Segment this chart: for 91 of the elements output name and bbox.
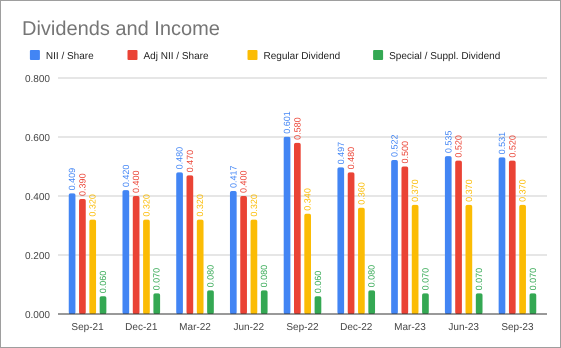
data-label: 0.080 [259, 264, 270, 288]
bar [412, 204, 418, 314]
data-label: 0.320 [141, 194, 152, 217]
data-label: 0.420 [120, 164, 131, 188]
data-label: 0.580 [292, 117, 302, 140]
data-label: 0.340 [302, 188, 313, 211]
bar [89, 220, 96, 314]
bar [422, 293, 429, 314]
bar [240, 196, 247, 314]
x-tick-label: Sep-23 [501, 322, 534, 333]
x-tick-label: Mar-22 [179, 322, 212, 333]
bar [314, 296, 322, 314]
data-label: 0.370 [518, 179, 528, 202]
legend-label: Adj NII / Share [144, 51, 209, 62]
x-tick-label: Dec-22 [340, 322, 373, 333]
x-tick-label: Jun-22 [233, 322, 264, 333]
legend-label: Special / Suppl. Dividend [389, 51, 500, 62]
data-label: 0.400 [131, 170, 142, 193]
bar [476, 293, 483, 314]
bar [337, 167, 344, 314]
data-label: 0.535 [443, 130, 454, 154]
bar [68, 193, 76, 314]
y-tick-label: 0.000 [24, 310, 50, 321]
bar [230, 190, 237, 314]
data-label: 0.070 [152, 268, 162, 290]
bar [294, 142, 301, 314]
data-label: 0.320 [88, 194, 98, 217]
data-label: 0.360 [356, 182, 366, 205]
bar [100, 296, 106, 314]
data-label: 0.500 [400, 140, 410, 164]
bar [530, 293, 536, 314]
bar [176, 172, 183, 314]
bar [508, 160, 516, 314]
bar [79, 198, 86, 314]
bar [284, 136, 290, 314]
bar [401, 166, 408, 314]
data-label: 0.480 [174, 146, 185, 170]
bar [368, 290, 376, 314]
data-label: 0.470 [184, 150, 195, 172]
legend-label: NII / Share [46, 51, 94, 62]
y-tick-label: 0.400 [24, 192, 50, 203]
x-tick-label: Sep-22 [286, 322, 320, 333]
bar [250, 220, 258, 314]
data-label: 0.497 [336, 142, 346, 164]
data-label: 0.520 [454, 135, 464, 158]
bar [143, 220, 150, 314]
bar [153, 293, 160, 314]
bar [132, 196, 140, 314]
bar [498, 157, 506, 314]
chart-title: Dividends and Income [22, 18, 220, 40]
bar [207, 290, 214, 314]
data-label: 0.060 [312, 270, 323, 294]
x-tick-label: Dec-21 [125, 322, 158, 333]
bar [186, 175, 194, 314]
data-label: 0.409 [67, 168, 78, 190]
bar [358, 208, 365, 314]
y-tick-label: 0.600 [24, 133, 50, 144]
data-label: 0.320 [195, 194, 206, 217]
data-label: 0.390 [77, 173, 88, 196]
data-label: 0.370 [464, 179, 474, 202]
data-label: 0.080 [205, 264, 216, 288]
data-label: 0.370 [410, 179, 420, 202]
legend-label: Regular Dividend [264, 51, 340, 62]
data-label: 0.400 [238, 170, 249, 193]
data-label: 0.070 [420, 268, 430, 290]
data-label: 0.531 [496, 132, 507, 154]
data-label: 0.520 [507, 135, 518, 158]
bar [519, 204, 526, 314]
bar [122, 190, 130, 314]
x-tick-label: Sep-21 [71, 322, 104, 333]
bar [466, 204, 472, 314]
data-label: 0.080 [366, 264, 377, 288]
bar [391, 160, 398, 314]
bar [304, 214, 311, 314]
x-tick-label: Jun-23 [448, 322, 480, 333]
data-label: 0.601 [282, 111, 292, 134]
data-label: 0.060 [98, 270, 108, 294]
data-label: 0.320 [248, 194, 259, 217]
data-label: 0.522 [390, 134, 400, 158]
bar [196, 220, 204, 314]
bar [348, 172, 354, 314]
bar [444, 156, 452, 314]
data-label: 0.480 [346, 146, 356, 170]
x-tick-label: Mar-23 [394, 322, 426, 333]
data-label: 0.070 [474, 268, 484, 290]
data-label: 0.070 [528, 268, 538, 290]
bar [260, 290, 268, 314]
y-tick-label: 0.200 [24, 251, 50, 262]
y-tick-label: 0.800 [24, 74, 50, 85]
data-label: 0.417 [228, 165, 238, 188]
bar [455, 160, 462, 314]
